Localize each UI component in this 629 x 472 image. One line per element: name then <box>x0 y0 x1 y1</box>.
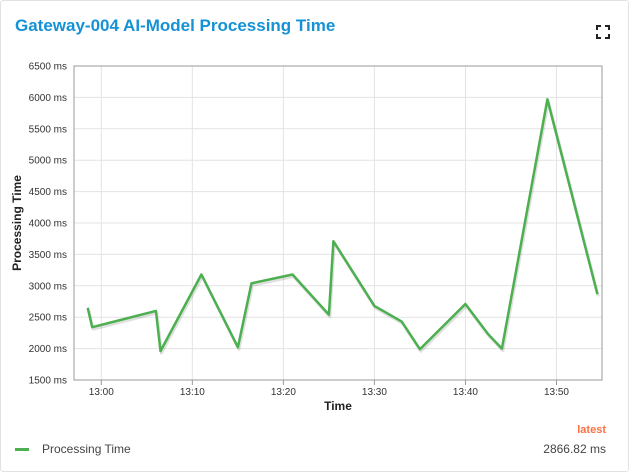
x-tick-label: 13:30 <box>362 387 387 398</box>
legend-series-name[interactable]: Processing Time <box>42 442 131 456</box>
x-axis-ticks: 13:00 13:10 13:20 13:30 13:40 13:50 <box>89 380 569 398</box>
chart-title: Gateway-004 AI-Model Processing Time <box>15 16 336 35</box>
y-tick-label: 5500 ms <box>29 124 67 135</box>
legend-swatch <box>15 448 29 451</box>
latest-label: latest <box>577 424 606 436</box>
y-axis-title: Processing Time <box>10 175 24 271</box>
x-tick-label: 13:00 <box>89 387 114 398</box>
chart-grid <box>74 65 602 381</box>
series-line-shadow <box>87 99 600 355</box>
x-tick-label: 13:50 <box>544 387 569 398</box>
y-tick-label: 5000 ms <box>29 156 67 167</box>
y-tick-label: 3500 ms <box>29 250 67 261</box>
series-line-processing-time[interactable] <box>86 98 599 353</box>
y-tick-label: 3000 ms <box>29 281 67 292</box>
y-tick-label: 1500 ms <box>29 376 67 387</box>
x-tick-label: 13:10 <box>180 387 205 398</box>
latest-value: 2866.82 ms <box>543 442 606 456</box>
x-tick-label: 13:40 <box>453 387 478 398</box>
x-tick-label: 13:20 <box>271 387 296 398</box>
series-group <box>86 98 600 355</box>
y-tick-label: 6000 ms <box>29 93 67 104</box>
expand-icon[interactable] <box>596 25 610 39</box>
y-tick-label: 6500 ms <box>29 62 67 73</box>
x-axis-title: Time <box>324 399 352 413</box>
y-tick-label: 4500 ms <box>29 187 67 198</box>
y-axis-ticks: 1500 ms 2000 ms 2500 ms 3000 ms 3500 ms 4000 … <box>29 62 67 387</box>
plot-frame <box>73 65 603 381</box>
y-tick-label: 4000 ms <box>29 219 67 230</box>
processing-time-chart: 1500 ms 2000 ms 2500 ms 3000 ms 3500 ms 4000 … <box>10 62 603 413</box>
y-tick-label: 2500 ms <box>29 313 67 324</box>
y-tick-label: 2000 ms <box>29 344 67 355</box>
